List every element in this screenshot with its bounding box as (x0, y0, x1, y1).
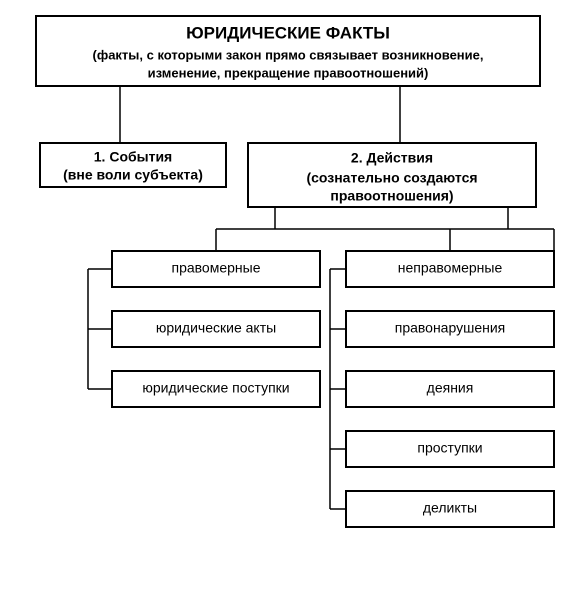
node-label: неправомерные (398, 260, 503, 276)
node-label: изменение, прекращение правоотношений) (148, 65, 429, 80)
node-label: юридические поступки (142, 380, 289, 396)
diagram-canvas: ЮРИДИЧЕСКИЕ ФАКТЫ (факты, с которыми зако… (0, 0, 583, 600)
node-events: 1. События (вне воли субъекта) (40, 143, 226, 187)
node-acts: юридические акты (112, 311, 320, 347)
node-misdemeanors: проступки (346, 431, 554, 467)
node-label: (сознательно создаются (306, 170, 477, 186)
node-label: правоотношения) (330, 188, 453, 204)
node-actions: 2. Действия (сознательно создаются правоот… (248, 143, 536, 207)
node-deeds: юридические поступки (112, 371, 320, 407)
node-label: правомерные (172, 260, 261, 276)
node-label: (вне воли субъекта) (63, 167, 203, 183)
node-delicts: деликты (346, 491, 554, 527)
node-unlawful: неправомерные (346, 251, 554, 287)
node-label: деяния (427, 380, 474, 396)
node-label: юридические акты (156, 320, 276, 336)
node-lawful: правомерные (112, 251, 320, 287)
node-acts2: деяния (346, 371, 554, 407)
node-offenses: правонарушения (346, 311, 554, 347)
node-label: (факты, с которыми закон прямо связывает… (92, 47, 483, 62)
node-label: 1. События (94, 149, 172, 165)
node-label: 2. Действия (351, 150, 433, 166)
node-root: ЮРИДИЧЕСКИЕ ФАКТЫ (факты, с которыми зако… (36, 16, 540, 86)
node-label: ЮРИДИЧЕСКИЕ ФАКТЫ (186, 23, 390, 42)
node-label: проступки (417, 440, 482, 456)
node-label: деликты (423, 500, 477, 516)
node-label: правонарушения (395, 320, 506, 336)
